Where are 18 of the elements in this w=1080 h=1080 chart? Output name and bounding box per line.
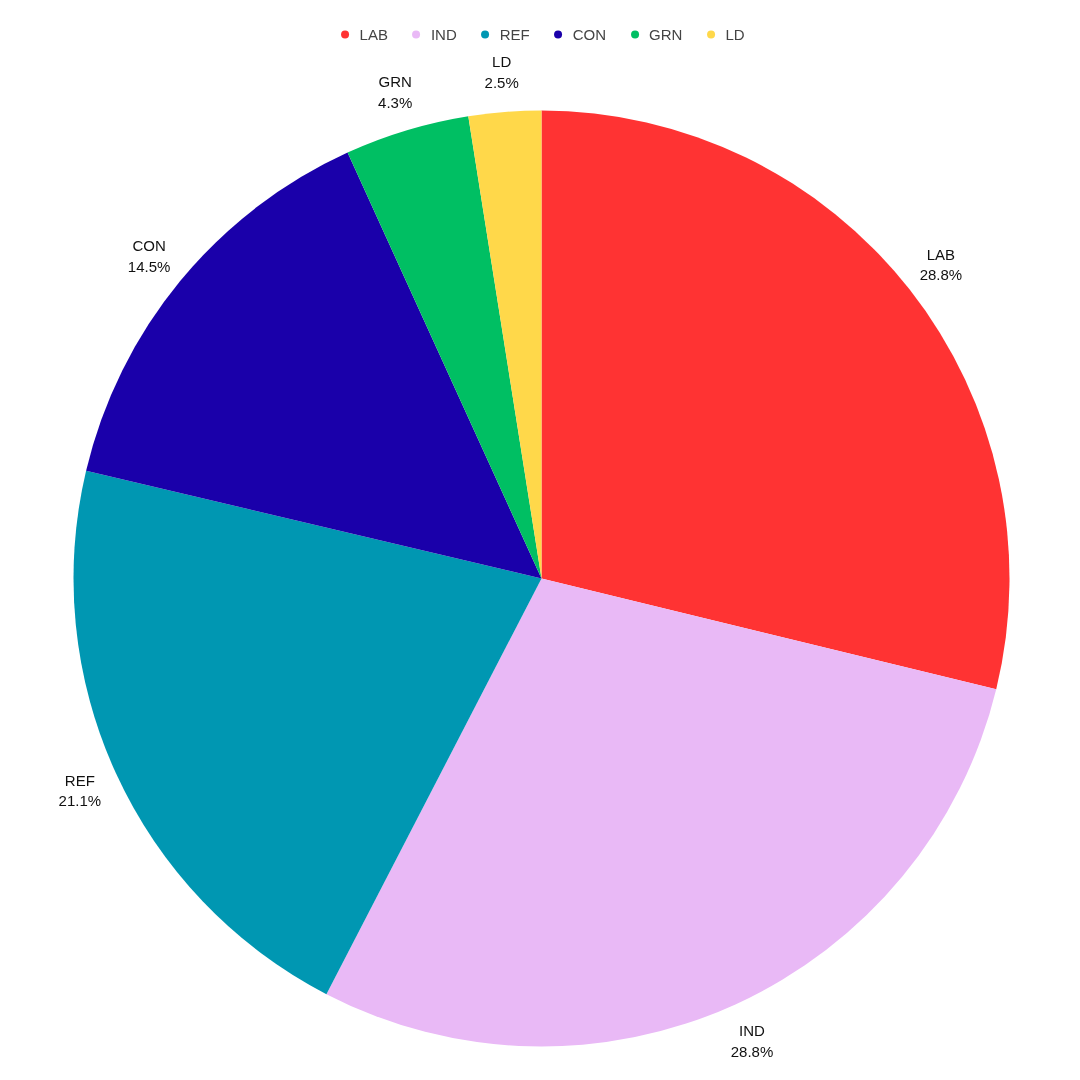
legend-label: CON bbox=[572, 25, 607, 43]
slice-label: REF bbox=[64, 771, 95, 789]
slice-label: GRN bbox=[378, 73, 412, 91]
data-label: 28.8% bbox=[730, 1042, 774, 1060]
legend-label: REF bbox=[499, 25, 530, 43]
slice-label: IND bbox=[739, 1022, 766, 1040]
legend-label: LAB bbox=[359, 25, 388, 43]
legend-label: GRN bbox=[649, 25, 683, 43]
legend-label: LD bbox=[725, 25, 746, 43]
slice-label: LD bbox=[492, 53, 512, 71]
data-label: 21.1% bbox=[58, 792, 102, 810]
data-label: 14.5% bbox=[127, 257, 171, 275]
slice-label: LAB bbox=[926, 245, 956, 263]
data-label: 4.3% bbox=[378, 93, 413, 111]
data-label: 2.5% bbox=[484, 73, 519, 91]
slice-label: CON bbox=[132, 237, 166, 255]
legend-label: IND bbox=[430, 25, 457, 43]
data-label: 28.8% bbox=[919, 266, 963, 284]
